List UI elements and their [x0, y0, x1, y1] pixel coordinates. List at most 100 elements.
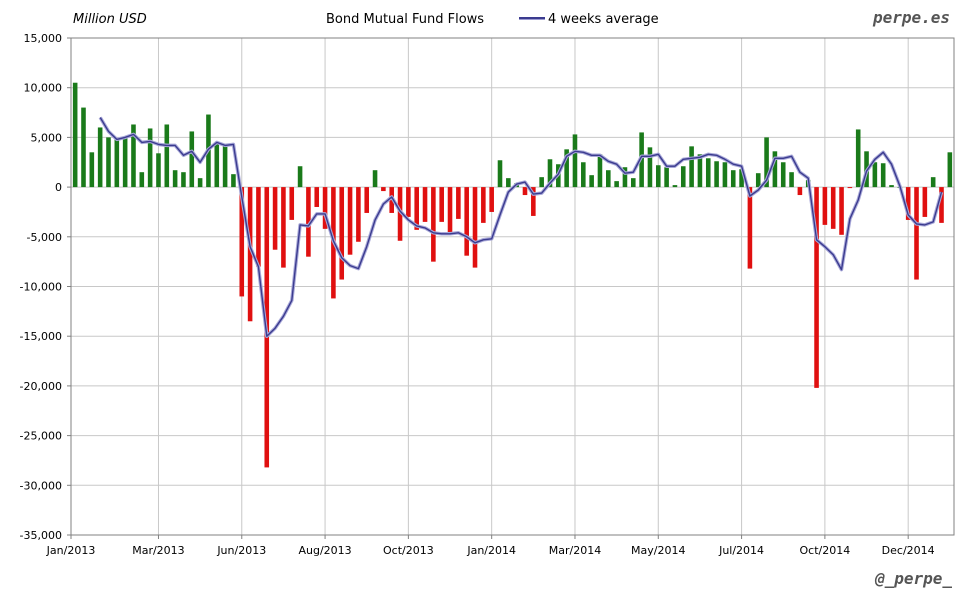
bar-week [364, 187, 370, 213]
bar-week [131, 124, 136, 188]
bar-week [739, 169, 744, 188]
bar-week [164, 124, 170, 188]
legend-label: 4 weeks average [548, 12, 659, 27]
bar-week [655, 165, 661, 188]
average-line [99, 117, 943, 337]
bar-week [780, 162, 786, 188]
bar-series [72, 82, 953, 468]
y-tick-label: 10,000 [24, 82, 63, 95]
bar-week [314, 187, 320, 207]
bar-week [181, 172, 186, 188]
bar-week [572, 134, 578, 188]
average-line-group [98, 116, 944, 338]
bar-week [755, 173, 761, 188]
bar-week [106, 137, 111, 188]
bar-week [630, 178, 636, 188]
bar-week [930, 177, 936, 188]
bar-week [606, 170, 611, 188]
bar-week [589, 175, 594, 188]
bar-week [156, 153, 161, 188]
bar-week [289, 187, 295, 220]
bar-week [522, 187, 528, 196]
bar-week [281, 187, 286, 268]
bar-week [464, 187, 469, 256]
bar-week [447, 187, 453, 235]
bar-week [947, 152, 953, 188]
bar-week [722, 162, 728, 188]
bar-week [247, 187, 253, 322]
bar-week [680, 166, 686, 188]
bar-week [839, 187, 844, 235]
gridlines [70, 37, 954, 536]
bar-week [872, 162, 878, 188]
bar-week [414, 187, 419, 230]
bar-week [481, 187, 486, 223]
x-tick-label: Aug/2013 [298, 544, 351, 557]
y-tick-label: -10,000 [20, 281, 62, 294]
bar-week [581, 162, 586, 188]
y-tick-label: -5,000 [27, 231, 62, 244]
x-tick-label: Oct/2014 [800, 544, 851, 557]
bar-week [705, 158, 711, 188]
bar-week [506, 178, 511, 188]
y-axis-label: Million USD [73, 12, 147, 27]
bar-week [222, 145, 228, 188]
bar-week [622, 167, 628, 188]
bar-week [147, 128, 153, 188]
bar-week [347, 187, 353, 255]
bar-week [322, 187, 328, 229]
y-tick-label: -30,000 [20, 479, 62, 492]
bar-week [297, 166, 303, 188]
bar-week [497, 160, 503, 188]
x-tick-label: Jan/2013 [46, 544, 96, 557]
bar-week [664, 167, 669, 188]
bar-week [914, 187, 919, 280]
x-tick-label: Mar/2014 [549, 544, 601, 557]
bar-week [531, 187, 536, 216]
bar-week [256, 187, 261, 267]
y-axis-ticks: 15,000 10,000 5,000 0 -5,000 -10,000 -15,000 -2… [20, 32, 71, 542]
bar-week [730, 170, 736, 188]
bar-week [789, 172, 794, 188]
bar-week [672, 185, 678, 188]
bar-week [714, 161, 719, 188]
bar-week [272, 187, 278, 250]
x-tick-label: Oct/2013 [383, 544, 434, 557]
bar-week [647, 147, 653, 188]
bar-week [439, 187, 444, 222]
bar-week [889, 185, 894, 188]
bar-week [372, 170, 378, 188]
y-tick-label: -20,000 [20, 380, 62, 393]
bar-week [939, 187, 944, 223]
bar-week [880, 163, 886, 188]
brand-watermark: perpe.es [872, 8, 950, 27]
bar-week [381, 187, 386, 192]
y-tick-label: 0 [55, 181, 62, 194]
bar-week [81, 107, 86, 188]
bar-week [689, 146, 694, 188]
bar-week [139, 172, 145, 188]
bar-week [122, 138, 128, 188]
bar-week [422, 187, 428, 222]
bar-week [172, 170, 178, 188]
y-tick-label: -35,000 [20, 529, 62, 542]
bar-week [306, 187, 311, 257]
bar-week [747, 187, 753, 269]
y-tick-label: -15,000 [20, 330, 62, 343]
bar-week [489, 187, 494, 212]
bar-week [239, 187, 245, 297]
x-tick-label: Dec/2014 [882, 544, 935, 557]
y-tick-label: 15,000 [24, 32, 63, 45]
x-tick-label: Jul/2014 [718, 544, 764, 557]
bar-week [406, 187, 411, 217]
bar-week [772, 151, 778, 188]
x-tick-label: May/2014 [631, 544, 685, 557]
bar-week [231, 174, 236, 188]
bar-week [855, 129, 861, 188]
legend: 4 weeks average [519, 12, 659, 27]
x-tick-label: Jun/2013 [216, 544, 266, 557]
bar-week [547, 159, 553, 188]
bar-week [697, 154, 703, 188]
bar-week [614, 181, 619, 188]
